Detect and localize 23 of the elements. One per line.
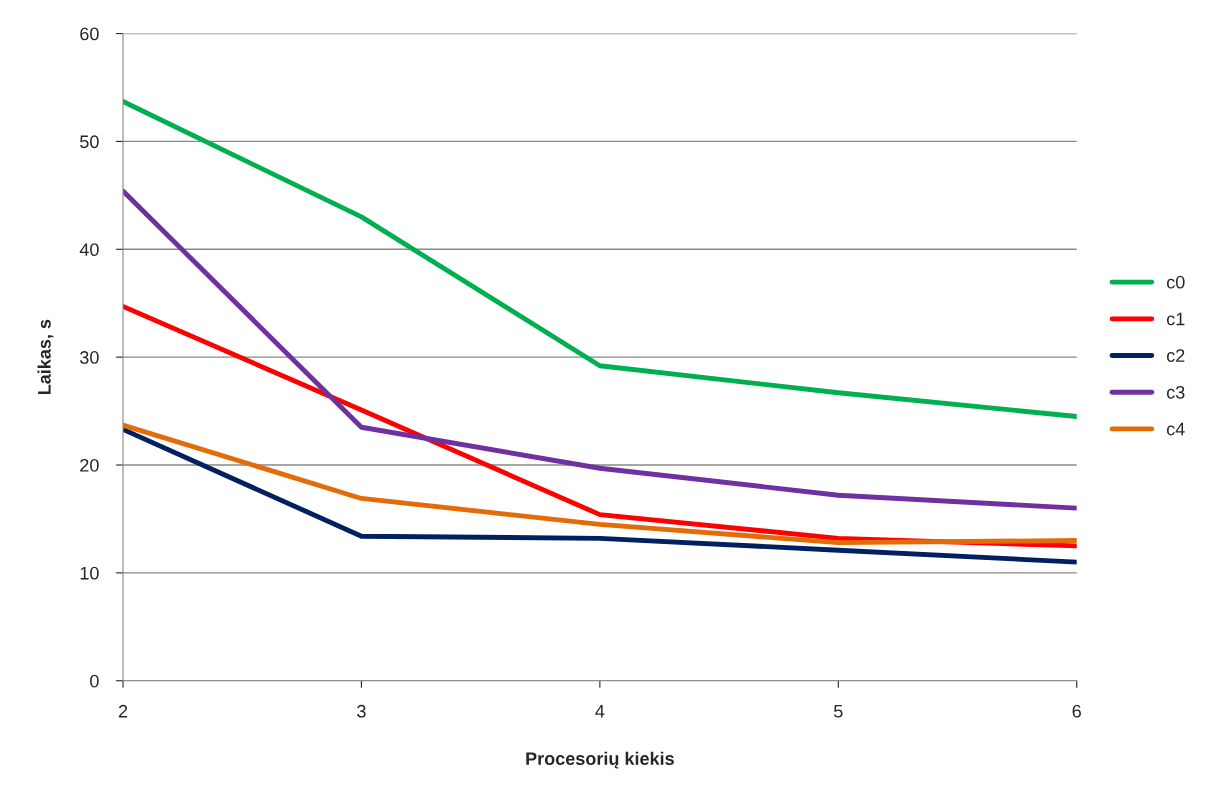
y-tick-label: 20	[80, 458, 99, 472]
line-series	[123, 426, 1077, 565]
y-tick-label: 60	[80, 27, 99, 41]
y-tick-label: 0	[90, 674, 99, 688]
x-tick-label: 2	[118, 704, 128, 718]
x-tick-label: 3	[357, 704, 366, 718]
line-series	[123, 188, 1077, 511]
legend-label: c0	[1166, 275, 1185, 289]
line-series	[123, 422, 1077, 546]
legend-label: c3	[1166, 385, 1185, 399]
legend-label: c2	[1166, 349, 1185, 362]
x-tick-label: 5	[833, 705, 843, 718]
y-tick-label: 50	[80, 135, 99, 149]
legend-label: c1	[1166, 312, 1185, 326]
x-tick-label: 4	[595, 705, 605, 718]
y-tick-label: 40	[79, 243, 99, 257]
x-tick-label: 6	[1072, 704, 1081, 718]
y-axis-title: Laikas, s	[37, 319, 54, 395]
x-axis-title: Procesorių kiekis	[526, 751, 674, 769]
legend-label: c4	[1166, 422, 1185, 436]
line-series	[123, 99, 1077, 419]
y-tick-label: 30	[80, 351, 99, 364]
y-tick-label: 10	[80, 566, 99, 580]
